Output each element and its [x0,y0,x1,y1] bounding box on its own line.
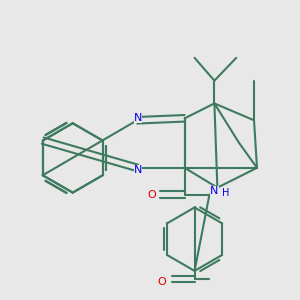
Text: N: N [210,186,219,196]
Text: H: H [222,188,229,198]
Text: O: O [158,277,166,287]
Text: N: N [134,113,142,123]
Text: N: N [134,165,142,175]
Text: O: O [148,190,156,200]
